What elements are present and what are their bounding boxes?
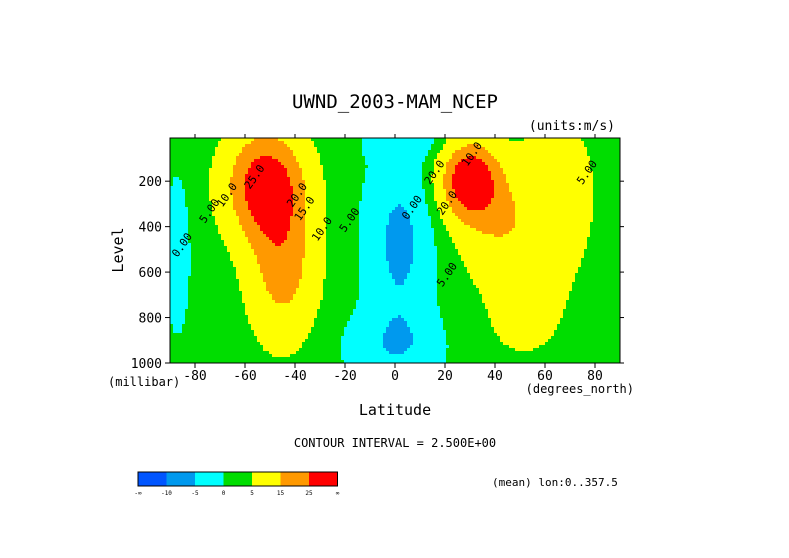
chart-title: UWND_2003-MAM_NCEP: [292, 91, 498, 113]
y-tick-label: 600: [139, 266, 162, 281]
x-tick-label: -80: [183, 369, 206, 384]
mean-longitude-note: (mean) lon:0..357.5: [492, 476, 618, 489]
colorbar-swatch: [252, 472, 281, 486]
y-tick-label: 400: [139, 221, 162, 236]
colorbar-label: -∞: [134, 490, 142, 497]
plot-area: [170, 138, 620, 363]
y-axis-unit: (millibar): [108, 375, 180, 389]
colorbar-swatch: [309, 472, 338, 486]
x-tick-label: -40: [283, 369, 306, 384]
colorbar-frame: [137, 471, 338, 487]
contour-labels: 25.020.015.010.0 5.0010.05.000.0010.020.0…: [169, 140, 600, 290]
x-tick-label: -20: [333, 369, 356, 384]
colorbar-swatch: [138, 472, 167, 486]
x-tick-label: 80: [587, 369, 603, 384]
y-axis-label: Level: [109, 227, 127, 272]
colorbar-label: 0: [222, 490, 226, 497]
x-tick-label: 20: [437, 369, 453, 384]
colorbar-label: -10: [161, 490, 172, 497]
colorbar: -∞ -10 -5 0 5 15 25 ∞: [134, 471, 340, 497]
y-tick-label: 200: [139, 175, 162, 190]
colorbar-label: 25: [305, 490, 313, 497]
y-tick-label: 1000: [131, 357, 162, 372]
units-label: (units:m/s): [529, 119, 615, 134]
colorbar-swatch: [195, 472, 224, 486]
contour-interval-note: CONTOUR INTERVAL = 2.500E+00: [294, 436, 496, 450]
colorbar-swatch: [280, 472, 309, 486]
x-tick-label: 60: [537, 369, 553, 384]
x-axis-unit: (degrees_north): [526, 382, 634, 396]
x-tick-label: 0: [391, 369, 399, 384]
x-tick-label: 40: [487, 369, 503, 384]
colorbar-label: ∞: [336, 490, 340, 497]
y-tick-label: 800: [139, 312, 162, 327]
x-tick-label: -60: [233, 369, 256, 384]
axis-ticks: -80 -60 -40 -20 0 20 40 60 80 200 400 600 800 1000: [131, 134, 624, 384]
colorbar-swatch: [223, 472, 252, 486]
x-axis-label: Latitude: [359, 401, 431, 419]
colorbar-swatch: [166, 472, 195, 486]
colorbar-label: 5: [250, 490, 254, 497]
colorbar-label: -5: [191, 490, 199, 497]
colorbar-label: 15: [277, 490, 285, 497]
